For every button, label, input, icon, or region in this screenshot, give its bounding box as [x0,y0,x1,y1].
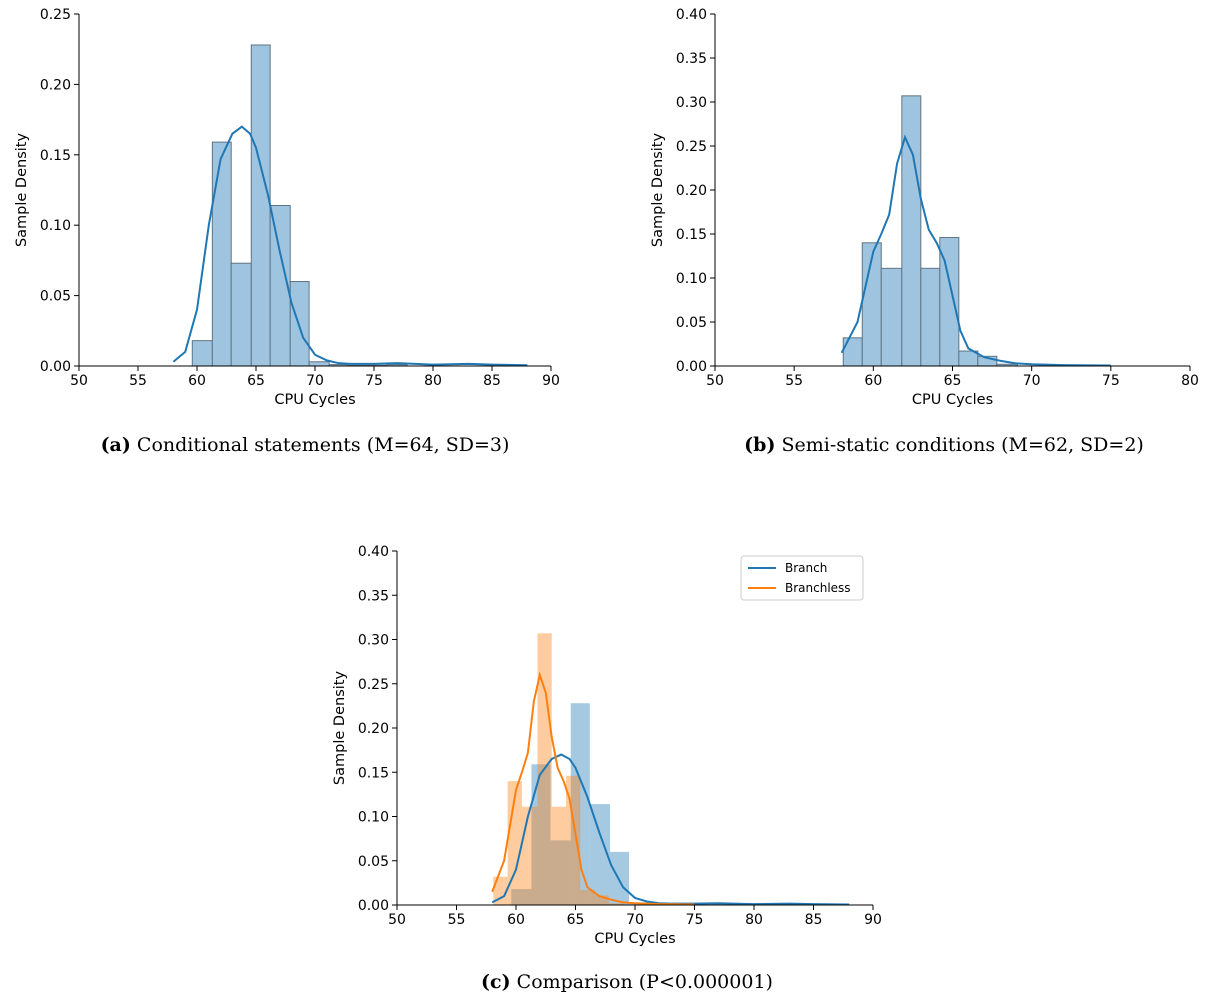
branchless-hist-bar-7 [594,895,609,905]
y-tick-label: 0.25 [676,139,707,155]
chart-panel-a: 50 55 60 65 70 75 80 85 90 0.00 0.05 0.10 0.15 0.20 0.… [14,7,560,408]
y-tick-label: 0.10 [358,810,389,826]
x-tick-label: 90 [542,373,560,389]
x-tick-label: 65 [567,912,585,928]
branch-hist-bar-3 [570,703,590,905]
legend-label-branch: Branch [785,561,827,575]
caption-c-tag: (c) [481,971,511,993]
caption-b: (b) Semi-static conditions (M=62, SD=2) [744,434,1144,456]
branchless-hist-bar-8 [608,903,625,905]
y-tick-label: 0.30 [676,95,707,111]
hist-bar-0 [191,340,213,367]
y-tick-label: 0.00 [40,359,71,375]
x-tick-label: 75 [686,912,704,928]
kde-line [840,134,1111,367]
x-tick-label: 70 [1023,373,1041,389]
x-tick-label: 60 [188,373,206,389]
y-tick-label: 0.20 [676,183,707,199]
kde-line [172,125,528,367]
y-axis-title: Sample Density [332,671,348,786]
x-tick-label: 60 [507,912,525,928]
hist-bar-2 [230,262,252,367]
x-tick-label: 55 [129,373,147,389]
branch-hist-bar-5 [610,851,630,905]
y-tick-label: 0.35 [676,51,707,67]
caption-a: (a) Conditional statements (M=64, SD=3) [101,434,510,456]
y-tick-label: 0.05 [40,289,71,305]
y-tick-label: 0.25 [358,677,389,693]
x-tick-label: 70 [626,912,644,928]
branchless-hist-bar-6 [580,889,595,905]
y-tick-label: 0.10 [676,271,707,287]
branchless-hist-bar-4 [551,806,566,905]
x-tick-label: 65 [944,373,962,389]
branch-hist-bar-0 [511,889,532,905]
hist-bar-3 [250,44,271,367]
x-tick-label: 80 [1181,373,1199,389]
x-axis-title: CPU Cycles [274,392,355,408]
y-tick-label: 0.15 [676,227,707,243]
branchless-kde-line [491,671,695,906]
legend-label-branchless: Branchless [785,581,851,595]
y-tick-label: 0.35 [358,588,389,604]
branchless-hist-bar-5 [565,775,581,905]
x-tick-label: 85 [483,373,501,389]
x-tick-label: 55 [448,912,466,928]
chart-panel-c: Branch Branchless 50 55 60 65 70 75 80 85 90 0.00 0.… [332,544,882,947]
branch-hist-bar-4 [589,804,611,905]
caption-c: (c) Comparison (P<0.000001) [481,971,773,993]
x-tick-label: 70 [306,373,324,389]
y-axis-title: Sample Density [14,133,30,248]
branchless-hist-bar-2 [521,806,538,905]
hist-bar-4 [920,267,941,367]
x-tick-label: 50 [70,373,88,389]
chart-panel-b: 50 55 60 65 70 75 80 0.00 0.05 0.10 0.15 0.20 0.25 0.… [650,7,1199,408]
y-tick-label: 0.00 [676,359,707,375]
branchless-hist-bar-1 [507,781,522,905]
y-tick-label: 0.05 [676,315,707,331]
caption-a-text: Conditional statements (M=64, SD=3) [136,434,510,456]
y-tick-label: 0.05 [358,854,389,870]
x-tick-label: 85 [805,912,823,928]
x-tick-label: 60 [864,373,882,389]
x-tick-label: 80 [745,912,763,928]
caption-a-tag: (a) [100,434,131,456]
hist-bar-5 [289,281,310,367]
x-axis-title: CPU Cycles [912,392,993,408]
x-tick-label: 75 [1102,373,1120,389]
y-tick-label: 0.30 [358,633,389,649]
x-tick-label: 90 [864,912,882,928]
branch-kde-line [491,753,850,906]
y-tick-label: 0.15 [358,765,389,781]
y-tick-label: 0.10 [40,218,71,234]
branch-hist-bar-2 [550,840,571,905]
x-tick-label: 50 [706,373,724,389]
y-tick-label: 0.20 [358,721,389,737]
hist-bar-6 [308,361,330,367]
x-tick-label: 65 [247,373,265,389]
x-tick-label: 50 [388,912,406,928]
hist-bar-6 [958,350,979,367]
y-tick-label: 0.00 [358,898,389,914]
x-tick-label: 80 [424,373,442,389]
y-axis-title: Sample Density [650,133,666,248]
branchless-hist-bar-0 [493,876,508,905]
caption-c-text: Comparison (P<0.000001) [516,971,773,993]
caption-b-text: Semi-static conditions (M=62, SD=2) [781,434,1144,456]
y-tick-label: 0.25 [40,7,71,23]
x-tick-label: 75 [365,373,383,389]
y-tick-label: 0.40 [358,544,389,560]
x-tick-label: 55 [785,373,803,389]
y-tick-label: 0.40 [676,7,707,23]
caption-b-tag: (b) [744,434,776,456]
x-axis-title: CPU Cycles [594,931,675,947]
y-tick-label: 0.15 [40,148,71,164]
hist-bar-2 [880,267,903,367]
hist-bar-1 [211,141,232,367]
y-tick-label: 0.20 [40,77,71,93]
legend: Branch Branchless [740,555,864,601]
branch-hist-bar-1 [531,764,551,905]
